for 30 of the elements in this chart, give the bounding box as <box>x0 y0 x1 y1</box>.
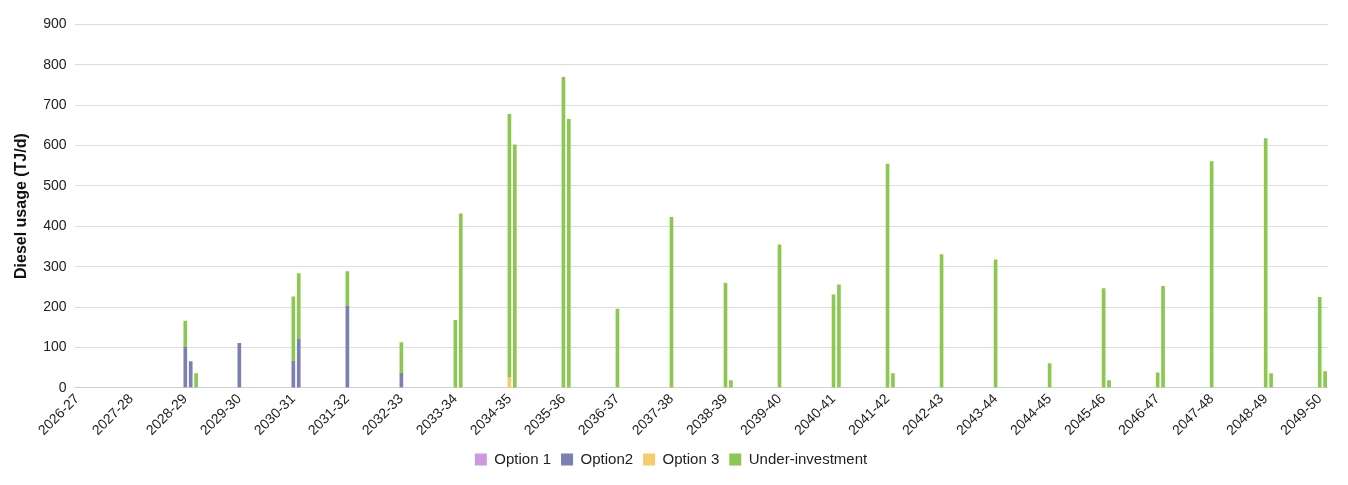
bar <box>891 373 895 388</box>
bar <box>512 144 517 388</box>
bar <box>837 284 841 388</box>
y-tick-label: 400 <box>43 217 67 234</box>
y-tick-label: 300 <box>43 257 67 274</box>
bar <box>183 347 188 388</box>
y-tick-label: 100 <box>43 338 67 355</box>
bar <box>567 118 571 388</box>
bar <box>183 320 188 348</box>
y-tick-label: 0 <box>58 378 67 395</box>
bar <box>194 373 198 388</box>
legend-label: Option 3 <box>662 449 720 467</box>
y-tick-label: 700 <box>43 96 67 113</box>
bar <box>237 343 242 388</box>
bar <box>188 361 193 388</box>
legend-label: Option 1 <box>494 449 552 467</box>
legend-label: Under-investment <box>748 449 868 467</box>
bar <box>458 213 463 388</box>
bar <box>729 380 733 388</box>
y-tick-label: 200 <box>43 297 67 314</box>
y-tick-label: 600 <box>43 136 67 153</box>
y-tick-label: 900 <box>43 15 67 32</box>
bar <box>1161 286 1165 388</box>
y-tick-label: 800 <box>43 55 67 72</box>
bar <box>296 273 301 340</box>
y-tick-label: 500 <box>43 176 67 193</box>
bar <box>296 339 301 388</box>
bar <box>1107 380 1111 388</box>
y-axis-title: Diesel usage (TJ/d) <box>12 133 30 280</box>
legend-label: Option2 <box>580 449 634 467</box>
